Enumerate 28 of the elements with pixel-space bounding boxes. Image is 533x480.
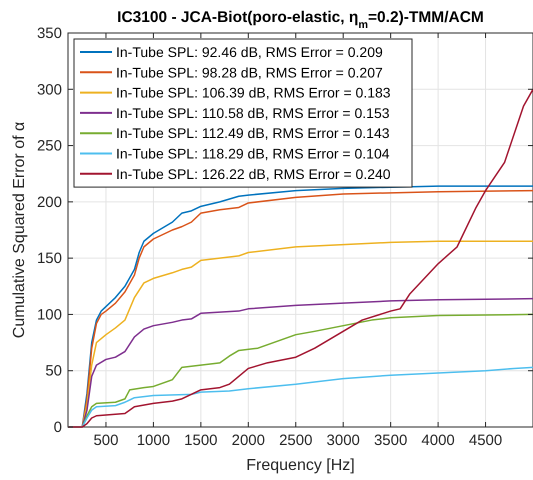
y-axis-title: Cumulative Squared Error of α <box>11 122 28 338</box>
legend-label: In-Tube SPL: 112.49 dB, RMS Error = 0.143 <box>116 125 390 142</box>
x-tick-label: 4500 <box>468 432 502 449</box>
y-tick-label: 250 <box>36 138 62 155</box>
x-tick-label: 1000 <box>136 432 170 449</box>
x-tick-label: 3000 <box>326 432 360 449</box>
x-tick-label: 3500 <box>374 432 408 449</box>
legend-label: In-Tube SPL: 126.22 dB, RMS Error = 0.240 <box>116 166 391 182</box>
x-tick-label: 4000 <box>421 432 455 449</box>
legend-label: In-Tube SPL: 118.29 dB, RMS Error = 0.104 <box>116 146 390 162</box>
legend-label: In-Tube SPL: 106.39 dB, RMS Error = 0.183 <box>116 84 391 101</box>
y-tick-label: 200 <box>36 194 62 211</box>
legend-label: In-Tube SPL: 92.46 dB, RMS Error = 0.209 <box>116 44 383 60</box>
y-tick-label: 0 <box>54 419 62 436</box>
y-tick-label: 150 <box>36 250 62 268</box>
y-tick-label: 50 <box>45 362 62 380</box>
legend-label: In-Tube SPL: 98.28 dB, RMS Error = 0.207 <box>116 64 383 80</box>
y-tick-label: 350 <box>36 25 62 42</box>
y-tick-label: 300 <box>36 81 62 98</box>
x-tick-label: 1500 <box>184 432 218 449</box>
x-tick-label: 500 <box>93 432 118 449</box>
x-axis-title: Frequency [Hz] <box>246 457 355 474</box>
x-tick-label: 2000 <box>232 432 265 449</box>
chart-title: IC3100 - JCA-Biot(poro-elastic, η$_{m}$=0.2)-TMM/ACM <box>117 9 484 31</box>
y-tick-label: 100 <box>36 306 62 324</box>
legend-label: In-Tube SPL: 110.58 dB, RMS Error = 0.153 <box>116 104 390 121</box>
line-series <box>67 88 533 428</box>
x-tick-label: 2500 <box>279 432 312 449</box>
